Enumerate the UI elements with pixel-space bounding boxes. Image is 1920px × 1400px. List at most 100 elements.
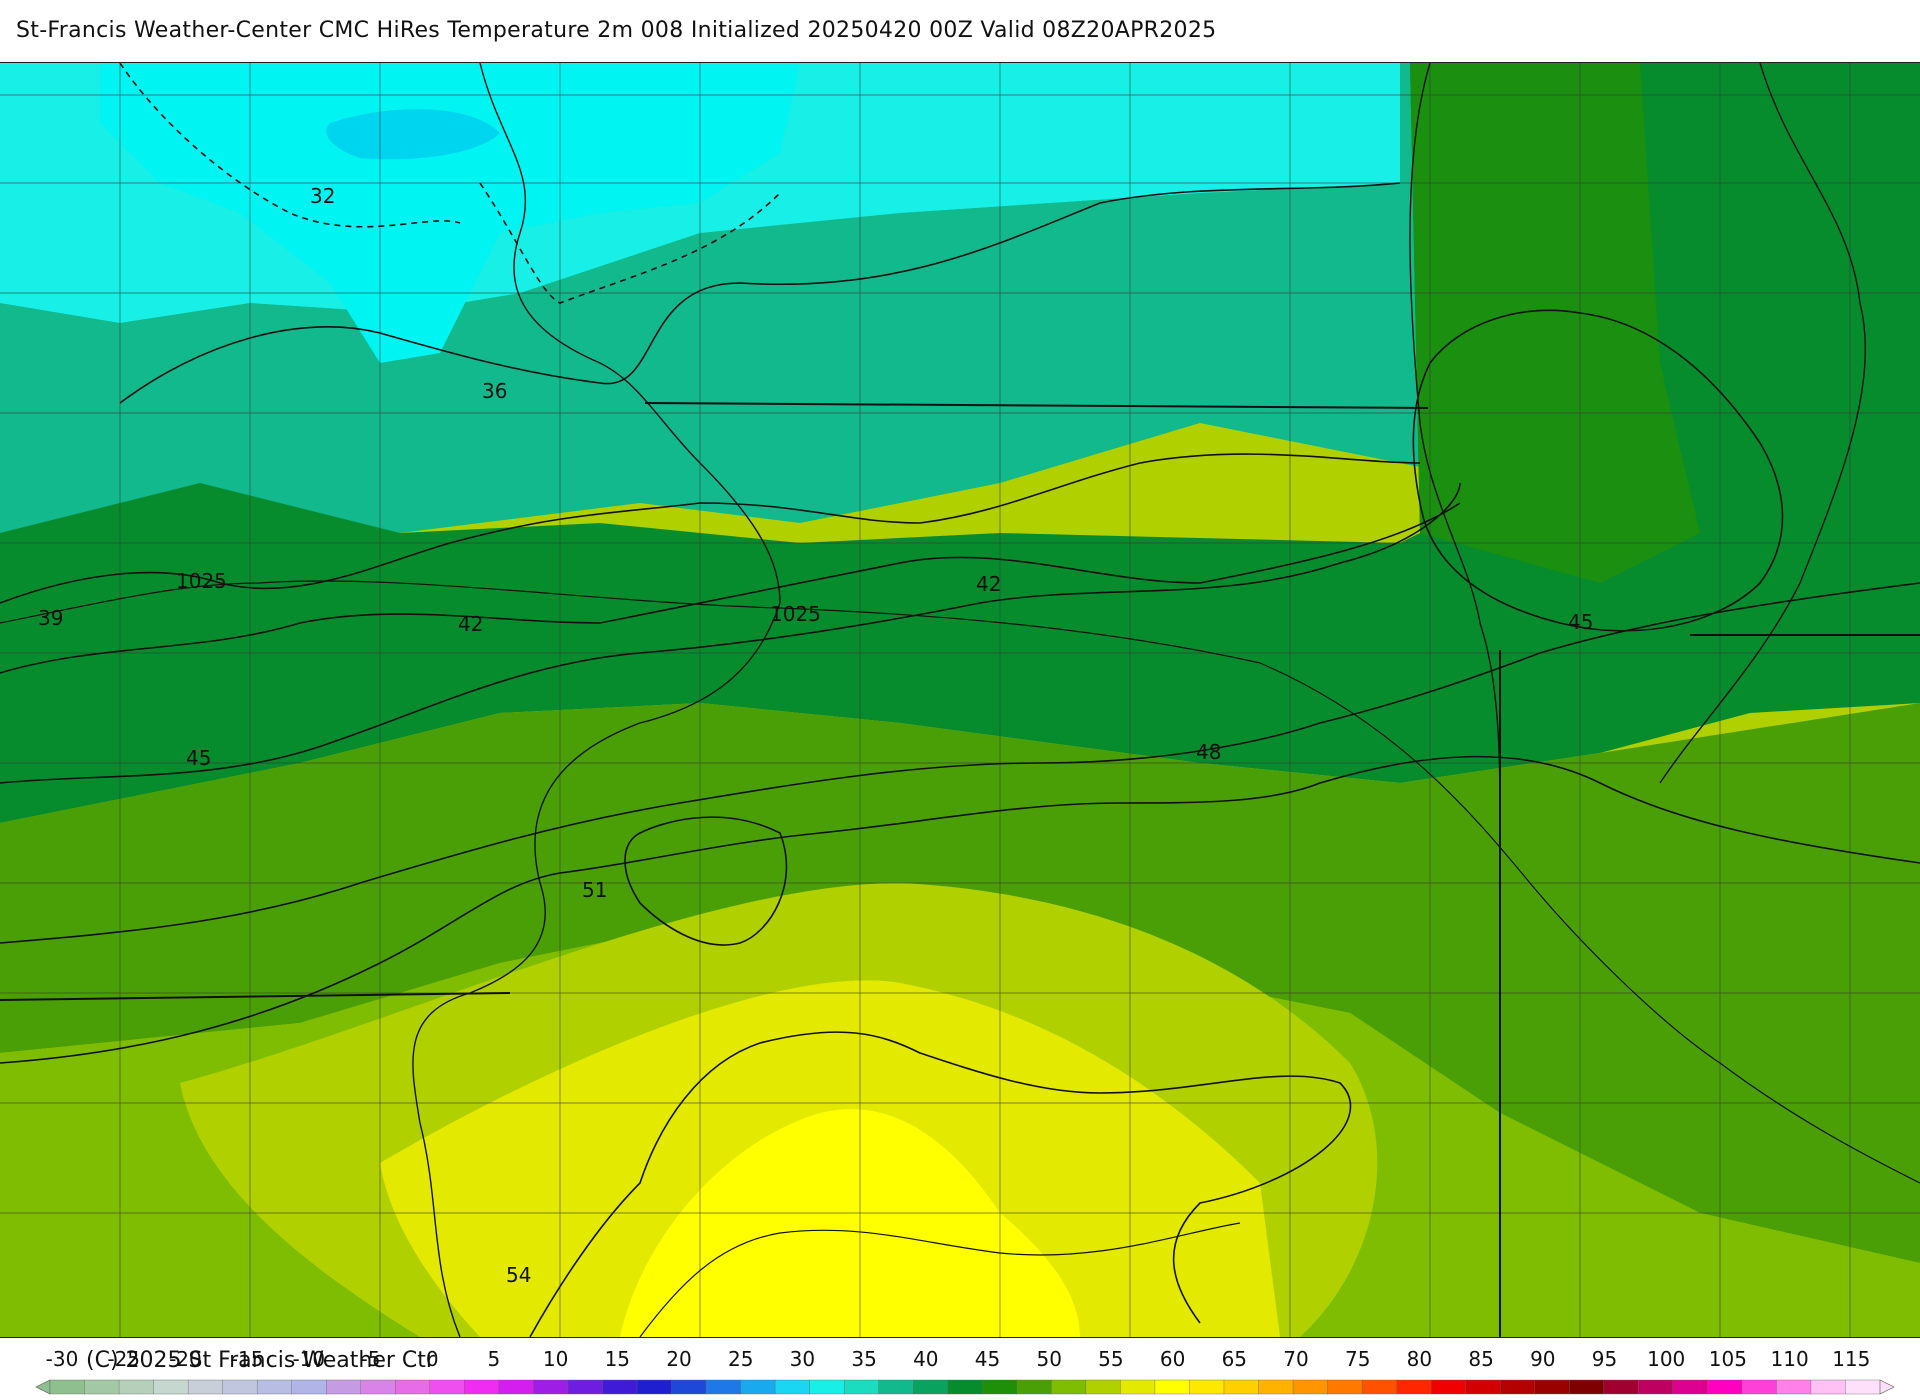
colorbar-swatch	[153, 1379, 189, 1395]
colorbar-tick-label: 60	[1160, 1347, 1185, 1371]
colorbar-swatch	[1499, 1379, 1536, 1395]
colorbar-swatch	[222, 1379, 258, 1395]
colorbar-swatch	[1603, 1379, 1639, 1395]
colorbar-swatch	[567, 1379, 603, 1395]
colorbar-tick-label: 115	[1832, 1347, 1870, 1371]
colorbar-tick-label: 70	[1283, 1347, 1308, 1371]
colorbar-swatch	[1810, 1379, 1846, 1395]
colorbar-tick-label: 0	[426, 1347, 439, 1371]
isotherm-label-36: 36	[482, 379, 507, 403]
colorbar-swatch	[1430, 1379, 1467, 1395]
colorbar-swatch	[1396, 1379, 1432, 1395]
colorbar-tick-label: 10	[543, 1347, 568, 1371]
colorbar-tick-label: 15	[605, 1347, 630, 1371]
colorbar-tick-label: 110	[1771, 1347, 1809, 1371]
colorbar-swatch	[602, 1379, 638, 1395]
copyright-notice: (C) 2025 St Francis Weather Ctr	[86, 1348, 435, 1373]
colorbar-swatch	[1776, 1379, 1812, 1395]
isotherm-label-39: 39	[38, 606, 63, 630]
colorbar-swatch	[395, 1379, 431, 1395]
colorbar-tick-label: 80	[1407, 1347, 1432, 1371]
colorbar-tick-label: 45	[975, 1347, 1000, 1371]
isotherm-label-45-west: 45	[186, 746, 211, 770]
isobar-label-1025-east: 1025	[770, 602, 821, 626]
colorbar-swatch	[1327, 1379, 1363, 1395]
colorbar-swatch	[1741, 1379, 1777, 1395]
colorbar-swatch	[1120, 1379, 1156, 1395]
isobar-contours	[0, 580, 1920, 1337]
colorbar-swatch	[913, 1379, 949, 1395]
county-boundaries	[0, 63, 1920, 1337]
colorbar-swatch	[740, 1379, 776, 1395]
isotherm-label-45-east: 45	[1568, 610, 1593, 634]
colorbar-tick-label: 90	[1530, 1347, 1555, 1371]
colorbar-tick-label: 55	[1098, 1347, 1123, 1371]
colorbar-tick-label: 40	[913, 1347, 938, 1371]
colorbar-swatch	[256, 1379, 293, 1395]
colorbar-swatch	[809, 1379, 845, 1395]
colorbar-swatch	[118, 1379, 155, 1395]
colorbar-tick-label: 65	[1222, 1347, 1247, 1371]
colorbar-swatch	[878, 1379, 914, 1395]
colorbar-tick-label: -30	[46, 1347, 79, 1371]
colorbar-swatch	[360, 1379, 396, 1395]
colorbar-tick-label: 105	[1709, 1347, 1747, 1371]
colorbar-swatch	[1223, 1379, 1259, 1395]
colorbar-tick-label: -25	[107, 1347, 140, 1371]
colorbar-swatch	[1292, 1379, 1329, 1395]
colorbar-swatch	[1672, 1379, 1708, 1395]
colorbar-swatch	[1189, 1379, 1225, 1395]
colorbar-swatch	[187, 1379, 224, 1395]
colorbar-swatch	[291, 1379, 327, 1395]
isotherm-label-48: 48	[1196, 740, 1221, 764]
colorbar-tick-label: 30	[790, 1347, 815, 1371]
colorbar-swatch	[947, 1379, 983, 1395]
colorbar-tick-label: 25	[728, 1347, 753, 1371]
colorbar-swatch	[982, 1379, 1018, 1395]
colorbar-swatch	[1258, 1379, 1294, 1395]
isotherm-contours	[0, 63, 1920, 1337]
temperature-colorbar: -30 -25 -20 -15 -10 -5 0 5 10 15 20 25 30 35 40 45 50 55 6…	[35, 1347, 1895, 1395]
colorbar-tick-label: 100	[1647, 1347, 1685, 1371]
colorbar-tick-label: 5	[488, 1347, 501, 1371]
colorbar-tick-label: 95	[1592, 1347, 1617, 1371]
state-boundaries	[0, 63, 1920, 1337]
colorbar-swatch	[84, 1379, 120, 1395]
colorbar-swatch	[1465, 1379, 1501, 1395]
temperature-fill-bands	[0, 63, 1920, 1337]
colorbar-swatch	[1638, 1379, 1674, 1395]
chart-title: St-Francis Weather-Center CMC HiRes Temp…	[16, 18, 1217, 43]
isotherm-label-54: 54	[506, 1263, 531, 1287]
colorbar-tick-label: 35	[851, 1347, 876, 1371]
isobar-label-1025-west: 1025	[176, 569, 227, 593]
temperature-map: 32 36 39 42 42 45 45 48 51 54 1025 1025	[0, 62, 1920, 1338]
colorbar-swatch	[1569, 1379, 1605, 1395]
colorbar-swatch	[671, 1379, 707, 1395]
colorbar-swatch	[1016, 1379, 1052, 1395]
colorbar-swatch	[1154, 1379, 1190, 1395]
colorbar-swatch	[1051, 1379, 1087, 1395]
colorbar-swatch	[533, 1379, 569, 1395]
colorbar-tick-label: 20	[666, 1347, 691, 1371]
isotherm-label-32: 32	[310, 184, 335, 208]
colorbar-swatch	[1534, 1379, 1570, 1395]
colorbar-swatch	[774, 1379, 811, 1395]
colorbar-swatch	[705, 1379, 742, 1395]
contour-labels: 32 36 39 42 42 45 45 48 51 54 1025 1025	[38, 184, 1593, 1287]
colorbar-swatch	[1361, 1379, 1398, 1395]
isotherm-label-51: 51	[582, 878, 607, 902]
colorbar-swatch	[498, 1379, 534, 1395]
colorbar-tick-label: 75	[1345, 1347, 1370, 1371]
colorbar-swatch	[843, 1379, 880, 1395]
colorbar-swatch	[326, 1379, 362, 1395]
colorbar-min-arrow	[35, 1379, 51, 1395]
colorbar-swatch	[1085, 1379, 1121, 1395]
colorbar-tick-label: -5	[361, 1347, 381, 1371]
colorbar-max-arrow	[1879, 1379, 1895, 1395]
colorbar-tick-label: 85	[1468, 1347, 1493, 1371]
colorbar-swatch	[429, 1379, 465, 1395]
colorbar-swatch	[1707, 1379, 1743, 1395]
colorbar-tick-label: 50	[1036, 1347, 1061, 1371]
colorbar-tick-label: -20	[169, 1347, 202, 1371]
colorbar-swatch	[49, 1379, 86, 1395]
